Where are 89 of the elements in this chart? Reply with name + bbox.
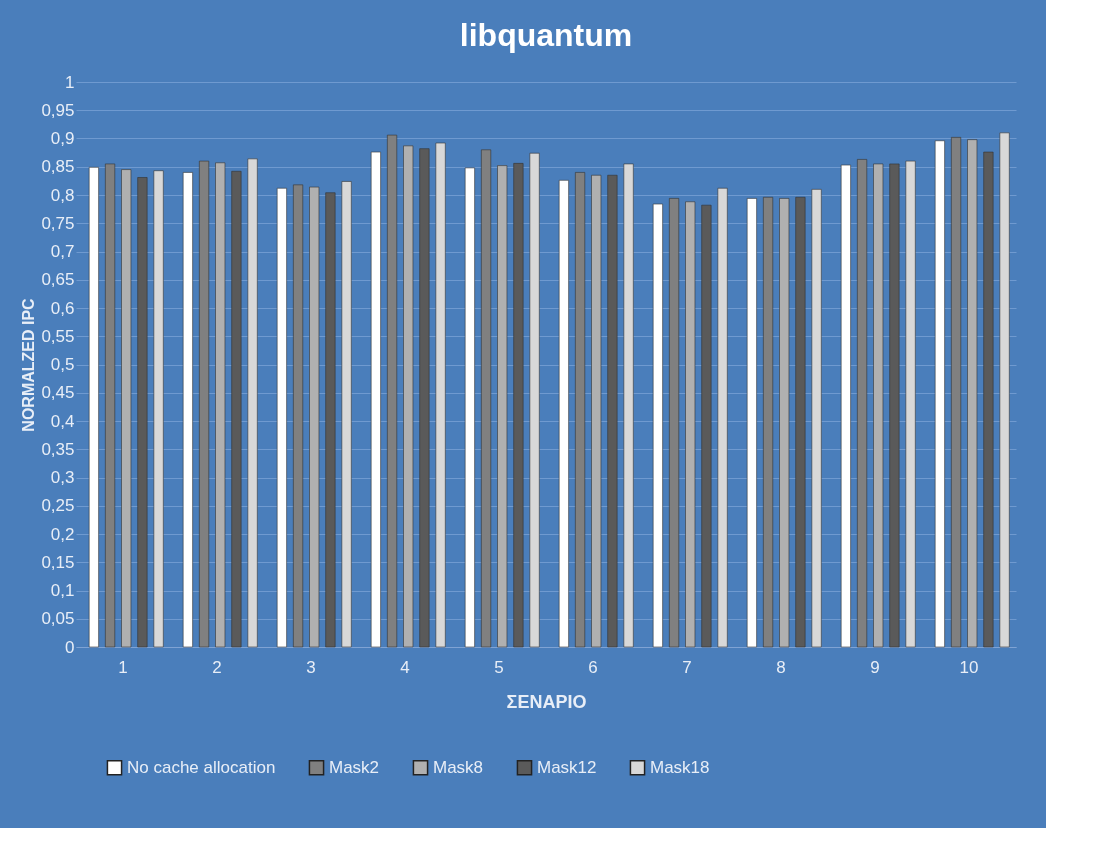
legend-label: Mask18: [650, 757, 710, 777]
x-tick-label: 2: [212, 657, 222, 677]
y-tick-label: 0,35: [41, 439, 75, 459]
bar: [153, 170, 164, 648]
bar: [481, 149, 492, 648]
bar: [934, 140, 945, 648]
x-tick-label: 8: [776, 657, 786, 677]
x-tick-label: 3: [306, 657, 316, 677]
bar: [811, 189, 822, 648]
y-tick-label: 0,5: [50, 355, 75, 374]
bar: [105, 163, 116, 648]
y-tick-label: 0,25: [41, 496, 75, 516]
bar: [121, 169, 132, 648]
bar: [967, 139, 978, 648]
legend-label: Mask8: [433, 757, 484, 777]
x-axis-title: ΣΕΝΑΡΙΟ: [506, 691, 587, 712]
y-tick-label: 0: [65, 637, 75, 657]
y-tick-label: 0,65: [41, 270, 75, 290]
y-tick-label: 0,45: [41, 383, 75, 403]
bar: [497, 165, 508, 648]
x-tick-label: 4: [400, 657, 410, 677]
bar: [873, 163, 884, 648]
y-tick-label: 0,1: [50, 581, 75, 600]
bar: [231, 170, 242, 648]
bar: [309, 186, 320, 648]
bar: [403, 145, 414, 648]
bar: [182, 172, 193, 648]
x-tick-label: 10: [959, 657, 979, 677]
bar: [607, 174, 618, 648]
chart-title: libquantum: [459, 17, 633, 53]
bar: [999, 132, 1010, 648]
bar: [435, 142, 446, 648]
legend-label: Mask2: [329, 757, 380, 777]
bar: [857, 159, 868, 648]
y-tick-label: 0,4: [50, 411, 75, 431]
bar: [247, 158, 258, 648]
legend-label: Mask12: [537, 757, 597, 777]
legend-label: No cache allocation: [127, 757, 276, 777]
y-tick-label: 0,8: [50, 185, 75, 205]
bar: [685, 201, 696, 648]
bar: [575, 172, 586, 648]
y-tick-label: 0,9: [50, 129, 75, 148]
bar: [419, 148, 430, 648]
bar: [293, 184, 304, 648]
y-tick-label: 0,85: [41, 157, 75, 177]
y-tick-label: 0,15: [41, 552, 75, 572]
bar: [983, 151, 994, 648]
bar: [558, 180, 569, 648]
x-tick-label: 6: [588, 657, 598, 677]
y-tick-label: 0,3: [50, 468, 75, 487]
y-tick-label: 0,6: [50, 298, 75, 318]
y-tick-label: 0,95: [41, 100, 75, 120]
bar: [513, 163, 524, 648]
bar: [387, 134, 398, 648]
bar: [215, 162, 226, 648]
bar: [88, 167, 99, 648]
bar: [763, 196, 774, 648]
bar: [137, 177, 148, 648]
y-tick-label: 0,75: [41, 213, 75, 233]
y-tick-label: 1: [65, 72, 75, 92]
y-tick-label: 0,7: [50, 242, 75, 261]
bar: [905, 160, 916, 648]
bar: [746, 198, 757, 648]
bar: [529, 152, 540, 648]
bar: [464, 167, 475, 648]
bar: [370, 151, 381, 648]
bar: [701, 204, 712, 648]
bar: [341, 181, 352, 648]
bar: [669, 198, 680, 648]
y-tick-label: 0,55: [41, 326, 75, 346]
x-tick-label: 5: [494, 657, 504, 677]
y-tick-label: 0,05: [41, 609, 75, 629]
x-tick-label: 9: [870, 657, 880, 677]
bar: [276, 187, 287, 648]
bar: [199, 160, 210, 648]
y-tick-label: 0,2: [50, 524, 75, 544]
bar: [951, 137, 962, 648]
y-axis-title: NORMALZED IPC: [20, 297, 38, 432]
bar: [795, 196, 806, 648]
x-tick-label: 7: [682, 657, 692, 677]
bar: [889, 163, 900, 648]
bar: [717, 187, 728, 648]
bar: [591, 174, 602, 648]
bar: [623, 163, 634, 648]
bar: [840, 164, 851, 648]
bar: [652, 203, 663, 648]
bar: [779, 198, 790, 648]
bar: [325, 192, 336, 648]
x-tick-label: 1: [118, 657, 128, 677]
